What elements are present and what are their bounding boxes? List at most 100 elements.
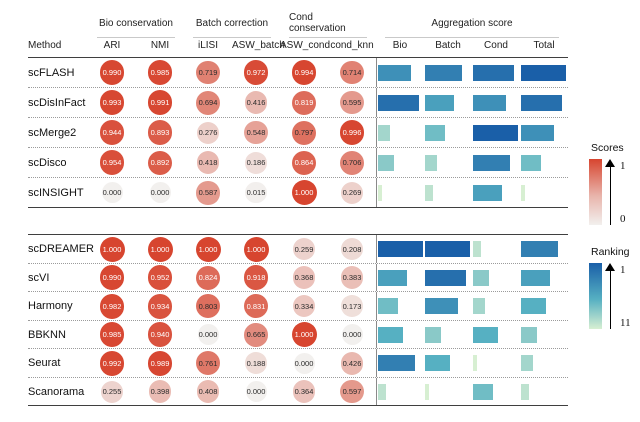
score-cell: 0.797 [280, 118, 328, 147]
score-cell: 0.383 [328, 264, 376, 292]
score-value: 0.864 [294, 158, 314, 168]
score-dot [195, 236, 221, 262]
score-dot [99, 350, 125, 376]
score-value: 0.761 [198, 358, 218, 368]
agg-bar-cell [520, 292, 568, 320]
scores-legend-title: Scores [591, 142, 624, 154]
scores-max-label: 1 [620, 160, 626, 172]
agg-bar-cell [520, 349, 568, 377]
agg-bar-cell [472, 118, 520, 147]
agg-bar-cell [520, 321, 568, 349]
score-value: 0.990 [102, 68, 122, 78]
score-value: 0.985 [102, 330, 122, 340]
agg-bar-cell [520, 148, 568, 177]
score-value: 0.819 [294, 98, 314, 108]
score-cell: 0.990 [88, 58, 136, 87]
score-cell: 0.996 [328, 118, 376, 147]
score-cell: 0.186 [232, 148, 280, 177]
agg-bar [473, 241, 482, 258]
agg-bar [521, 184, 526, 201]
score-cell: 0.918 [232, 264, 280, 292]
score-dot [291, 180, 317, 206]
score-cell: 0.364 [280, 378, 328, 406]
score-dot [99, 265, 125, 291]
score-value: 0.259 [294, 244, 314, 254]
score-value: 0.918 [246, 273, 266, 283]
score-cell: 0.824 [184, 264, 232, 292]
agg-bar-cell [472, 235, 520, 263]
agg-bar-cell [376, 377, 424, 406]
score-cell: 0.276 [184, 118, 232, 147]
agg-bar [521, 94, 562, 111]
agg-bar-cell [376, 88, 424, 118]
score-cell: 0.259 [280, 235, 328, 263]
score-dot [340, 266, 364, 289]
score-dot [147, 293, 173, 319]
score-dot [243, 294, 269, 319]
group-header-spacer [28, 12, 88, 38]
score-cell: 0.864 [280, 148, 328, 177]
score-cell: 0.408 [184, 378, 232, 406]
score-cell: 1.000 [280, 178, 328, 207]
agg-bar-cell [424, 88, 472, 117]
ranking-arrow-icon [602, 263, 619, 329]
score-cell: 0.761 [184, 349, 232, 377]
score-cell: 1.000 [88, 235, 136, 263]
score-value: 0.334 [294, 301, 314, 311]
score-value: 0.416 [246, 98, 266, 108]
score-value: 0.952 [150, 273, 170, 283]
score-dot [291, 60, 317, 86]
agg-bar-cell [424, 378, 472, 406]
score-dot [197, 324, 219, 346]
score-dot [243, 265, 269, 291]
agg-bar-cell [376, 235, 424, 263]
ranking-legend-scale: 1 11 [589, 263, 640, 329]
agg-bar [521, 383, 530, 400]
agg-bar [378, 124, 391, 141]
agg-bar [473, 383, 494, 400]
score-cell: 0.334 [280, 292, 328, 320]
agg-bar-cell [376, 178, 424, 208]
score-cell: 0.398 [136, 378, 184, 406]
score-value: 0.934 [150, 301, 170, 311]
score-dot [196, 380, 220, 404]
score-value: 0.418 [198, 158, 218, 168]
score-cell: 0.944 [88, 118, 136, 147]
score-value: 0.944 [102, 128, 122, 138]
score-dot [195, 265, 221, 290]
group-header-batch-correction: Batch correction [193, 12, 271, 38]
scores-min-label: 0 [620, 213, 626, 225]
score-cell: 0.426 [328, 349, 376, 377]
score-value: 0.595 [342, 98, 362, 108]
agg-bar-cell [424, 148, 472, 177]
score-dot [147, 265, 173, 291]
score-cell: 0.940 [136, 321, 184, 349]
score-dot [291, 322, 317, 348]
agg-bar-cell [424, 118, 472, 147]
score-value: 1.000 [198, 244, 218, 254]
score-cell: 0.015 [232, 178, 280, 207]
agg-bar [473, 298, 486, 315]
score-value: 0.954 [102, 158, 122, 168]
agg-bar-cell [472, 148, 520, 177]
agg-bar-cell [520, 235, 568, 263]
score-cell: 0.985 [136, 58, 184, 87]
score-cell: 0.803 [184, 292, 232, 320]
agg-bar [378, 184, 383, 201]
score-cell: 0.952 [136, 264, 184, 292]
agg-bar [378, 154, 395, 171]
score-value: 0.276 [198, 128, 218, 138]
agg-bar-cell [424, 58, 472, 87]
ranking-gradient [589, 263, 602, 329]
agg-bar-cell [424, 178, 472, 207]
method-label: scDisInFact [28, 96, 86, 109]
agg-bar-cell [376, 148, 424, 178]
table-row: scINSIGHT 0.000 0.000 0.587 0.015 1.000 0.269 [28, 178, 568, 208]
score-dot [147, 120, 173, 146]
score-dot [341, 324, 363, 346]
score-cell: 0.000 [136, 178, 184, 207]
agg-bar [425, 298, 458, 315]
agg-bar-cell [472, 264, 520, 292]
score-dot [99, 90, 125, 116]
